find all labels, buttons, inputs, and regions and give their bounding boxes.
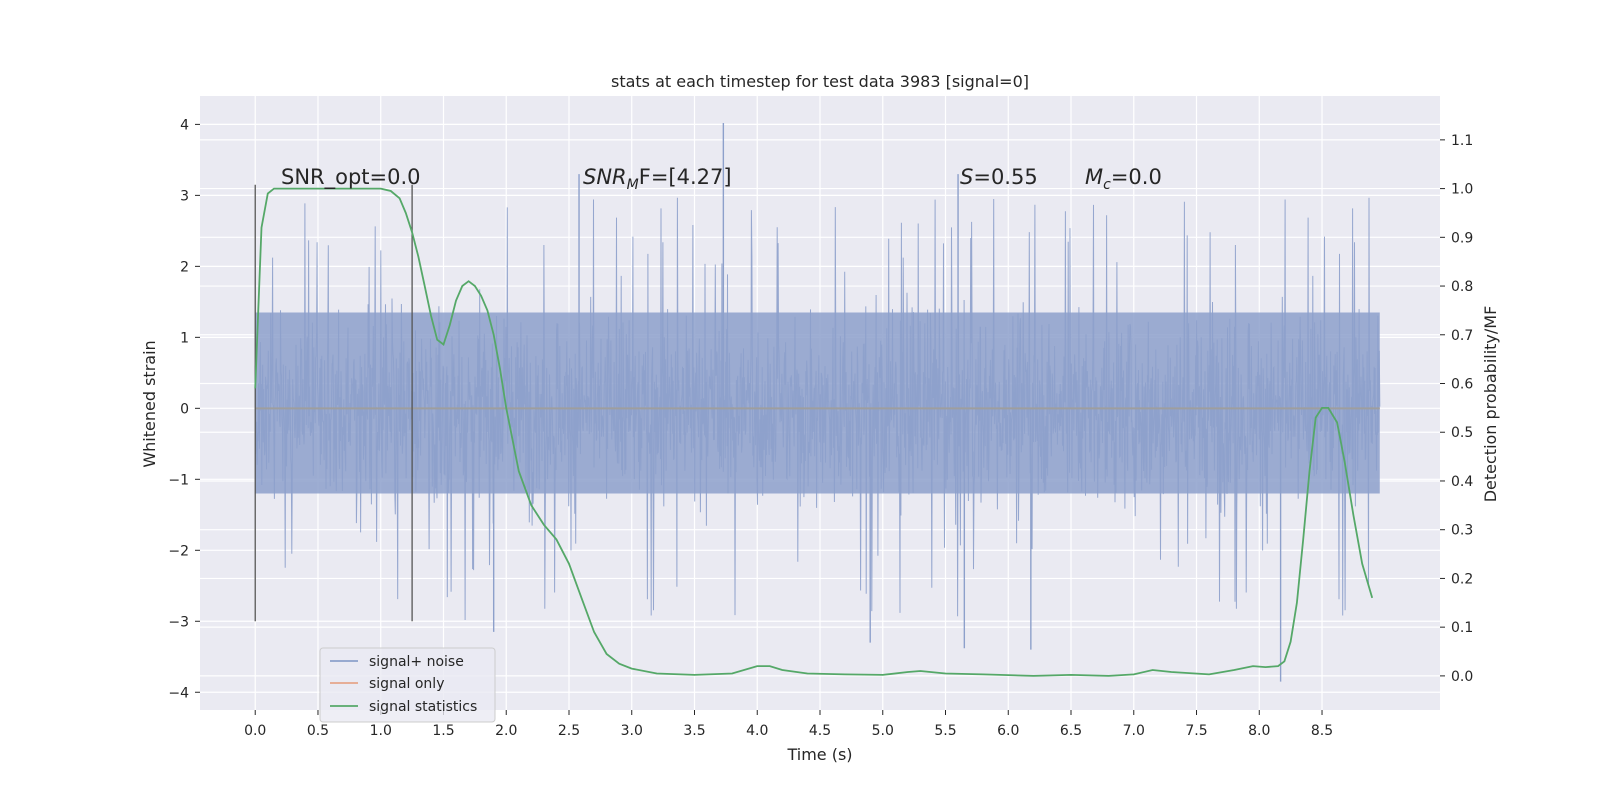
x-axis-ticks: 0.0 0.5 1.0 1.5 2.0 2.5 3.0 3.5 4.0 4.5 5.0 5.5 6.0 6…: [244, 710, 1333, 739]
y2-tick-label: 0.1: [1451, 620, 1473, 636]
y2-tick-label: 1.0: [1451, 182, 1473, 198]
marker-lines: [254, 184, 413, 622]
y-tick-label: 1: [180, 330, 189, 346]
y2-tick-label: 0.8: [1451, 279, 1473, 295]
annotation-snr-mf-rest: F=[4.27]: [639, 165, 732, 189]
y2-tick-label: 1.1: [1451, 133, 1473, 149]
y-tick-label: −3: [168, 614, 189, 630]
chart-title: stats at each timestep for test data 398…: [611, 72, 1029, 91]
legend-label-signal-only: signal only: [369, 676, 444, 692]
y-tick-label: 0: [180, 401, 189, 417]
x-tick-label: 0.5: [307, 723, 329, 739]
annotation-s: S=0.55: [960, 165, 1038, 189]
legend-label-signal-noise: signal+ noise: [369, 654, 464, 670]
x-tick-label: 6.0: [997, 723, 1019, 739]
x-tick-label: 3.0: [621, 723, 643, 739]
annotation-snr-opt: SNR_opt=0.0: [281, 165, 421, 190]
y2-tick-label: 0.0: [1451, 669, 1473, 685]
x-tick-label: 4.5: [809, 723, 831, 739]
x-tick-label: 3.5: [683, 723, 705, 739]
x-tick-label: 5.0: [872, 723, 894, 739]
y2-tick-label: 0.6: [1451, 377, 1473, 393]
annotation-mc-rest: =0.0: [1111, 165, 1162, 189]
y-axis-label: Whitened strain: [140, 340, 159, 467]
x-tick-label: 2.5: [558, 723, 580, 739]
x-tick-label: 5.5: [934, 723, 956, 739]
annotation-s-rest: =0.55: [973, 165, 1037, 189]
y2-tick-label: 0.4: [1451, 474, 1473, 490]
y2-axis-ticks: 0.0 0.1 0.2 0.3 0.4 0.5 0.6 0.7 0.8 0.9 1.0 1.1: [1440, 133, 1473, 685]
annotation-mc-sub: c: [1103, 177, 1111, 193]
x-tick-label: 1.5: [432, 723, 454, 739]
x-tick-label: 8.5: [1311, 723, 1333, 739]
y-tick-label: 2: [180, 259, 189, 275]
y-tick-label: 3: [180, 188, 189, 204]
y-tick-label: −2: [168, 543, 189, 559]
x-tick-label: 4.0: [746, 723, 768, 739]
annotation-mc-var: M: [1085, 165, 1103, 189]
signal-statistics-line: [254, 187, 1374, 677]
annotation-mc: Mc=0.0: [1085, 165, 1162, 193]
annotation-snr-mf-sub: M: [627, 177, 639, 193]
y2-axis-label: Detection probability/MF: [1481, 306, 1500, 503]
y-tick-label: 4: [180, 117, 189, 133]
y-tick-label: −1: [168, 472, 189, 488]
y2-tick-label: 0.9: [1451, 230, 1473, 246]
y2-tick-label: 0.5: [1451, 425, 1473, 441]
y-tick-label: −4: [168, 685, 189, 701]
legend-label-signal-statistics: signal statistics: [369, 699, 477, 715]
series-signal-noise-trace: [254, 122, 1381, 682]
x-tick-label: 6.5: [1060, 723, 1082, 739]
x-tick-label: 8.0: [1248, 723, 1270, 739]
legend-box: [319, 647, 496, 723]
annotation-s-var: S: [960, 165, 973, 189]
x-tick-label: 0.0: [244, 723, 266, 739]
x-tick-label: 7.0: [1123, 723, 1145, 739]
x-tick-label: 7.5: [1185, 723, 1207, 739]
annotation-snr-mf: SNRMF=[4.27]: [583, 165, 732, 193]
annotation-snr-mf-var: SNR: [583, 165, 627, 189]
y-axis-ticks: −4 −3 −2 −1 0 1 2 3 4: [168, 117, 200, 701]
y2-tick-label: 0.7: [1451, 328, 1473, 344]
series-signal-statistics-trace: [254, 187, 1374, 677]
y2-tick-label: 0.2: [1451, 571, 1473, 587]
noise-core-band: [255, 312, 1380, 494]
legend: signal+ noise signal only signal statist…: [319, 647, 496, 723]
x-tick-label: 1.0: [370, 723, 392, 739]
x-axis-label: Time (s): [786, 745, 852, 764]
y2-tick-label: 0.3: [1451, 523, 1473, 539]
x-tick-label: 2.0: [495, 723, 517, 739]
